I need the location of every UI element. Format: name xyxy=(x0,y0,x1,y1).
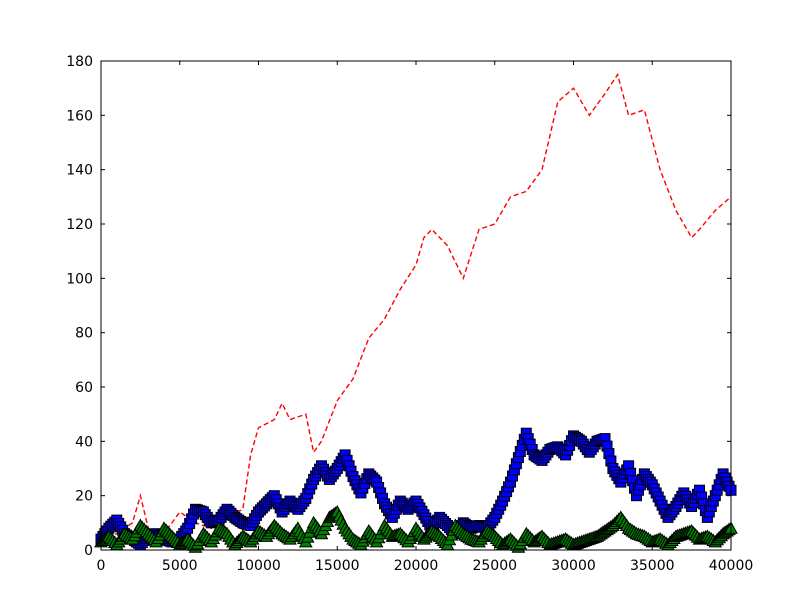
x-tick-label: 20000 xyxy=(394,558,439,574)
x-tick-label: 35000 xyxy=(630,558,675,574)
x-tick-label: 5000 xyxy=(162,558,198,574)
tick-layer: 0 5000 10000 15000 20000 25000 30000 35000 40000… xyxy=(66,54,753,574)
y-tick-label: 40 xyxy=(75,434,93,450)
x-tick-label: 0 xyxy=(97,558,106,574)
x-tick-label: 40000 xyxy=(709,558,754,574)
y-tick-label: 20 xyxy=(75,489,93,505)
y-tick-label: 60 xyxy=(75,380,93,396)
x-tick-label: 30000 xyxy=(551,558,596,574)
x-tick-label: 10000 xyxy=(236,558,281,574)
y-tick-label: 180 xyxy=(66,54,93,70)
y-tick-label: 140 xyxy=(66,163,93,179)
series-layer xyxy=(94,72,738,553)
y-tick-label: 100 xyxy=(66,271,93,287)
series-3 xyxy=(94,504,738,553)
y-tick-label: 80 xyxy=(75,326,93,342)
x-tick-label: 15000 xyxy=(315,558,360,574)
x-tick-label: 25000 xyxy=(472,558,517,574)
y-tick-label: 160 xyxy=(66,108,93,124)
y-tick-label: 0 xyxy=(84,543,93,559)
y-tick-label: 120 xyxy=(66,217,93,233)
